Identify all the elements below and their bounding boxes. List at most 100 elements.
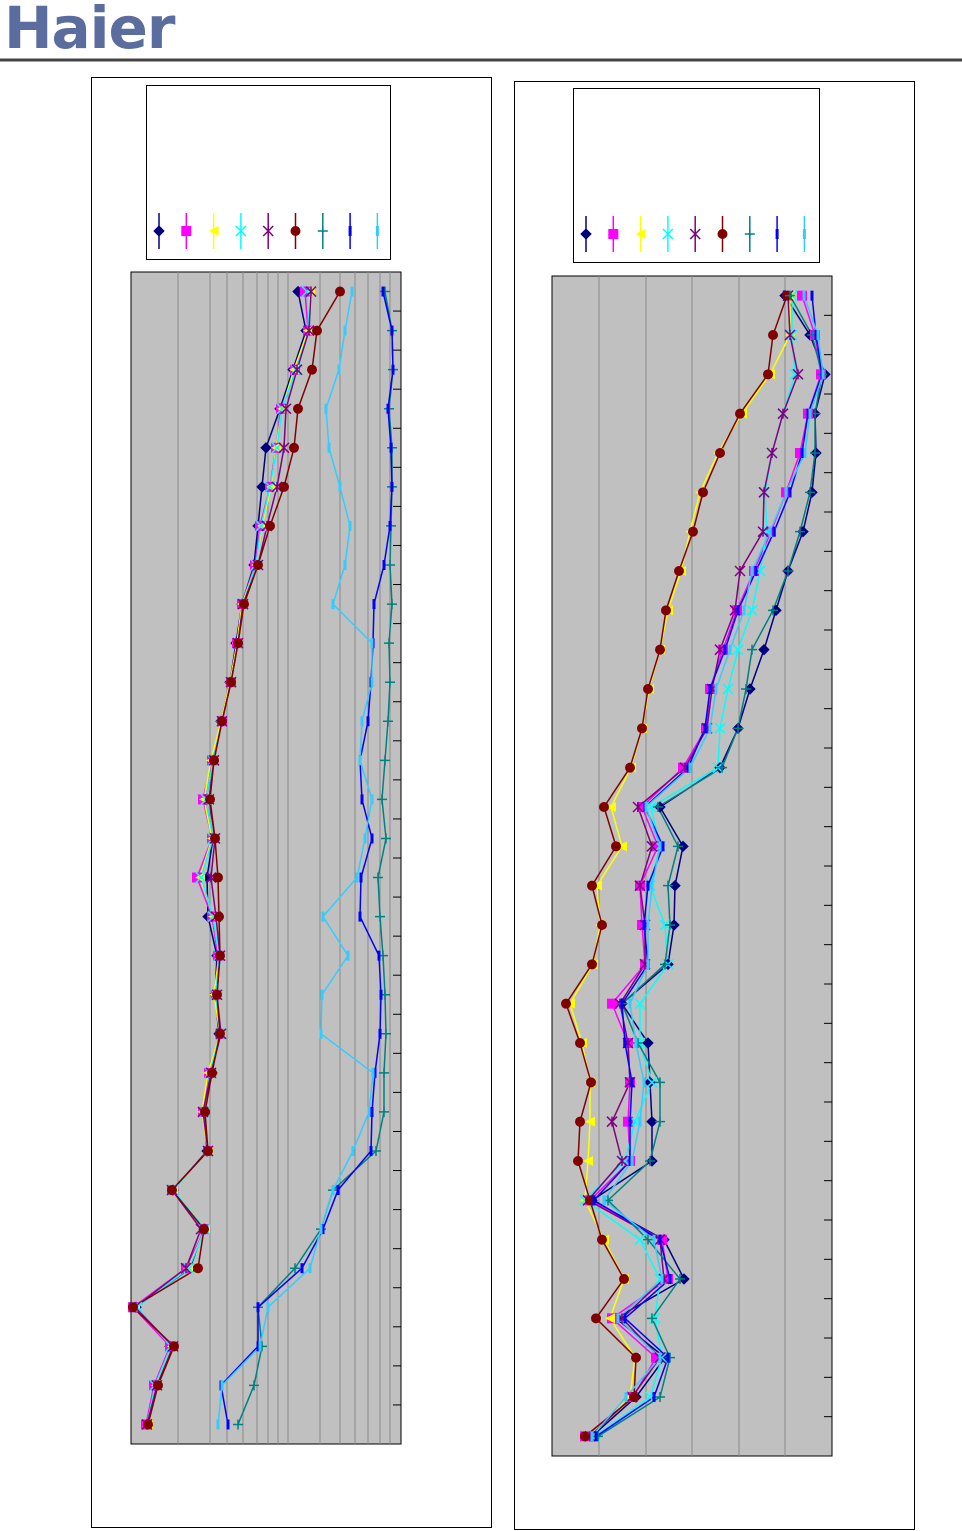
data-point-part bbox=[661, 605, 671, 616]
data-point bbox=[634, 998, 646, 1010]
data-point-part bbox=[590, 1431, 594, 1442]
data-point-part bbox=[363, 833, 367, 844]
data-point bbox=[371, 1146, 381, 1156]
data-point bbox=[390, 481, 394, 492]
data-point bbox=[629, 1392, 639, 1402]
data-point bbox=[619, 1274, 629, 1284]
data-point-part bbox=[643, 684, 653, 694]
data-point bbox=[715, 448, 725, 458]
legend-marker bbox=[717, 229, 728, 239]
data-point bbox=[348, 520, 352, 531]
data-point bbox=[382, 560, 386, 570]
data-point-part bbox=[346, 950, 350, 961]
data-point bbox=[741, 684, 751, 694]
data-point bbox=[249, 1380, 259, 1391]
data-point-part bbox=[337, 364, 341, 375]
data-point bbox=[381, 286, 385, 297]
data-point-part bbox=[646, 880, 650, 891]
data-point bbox=[714, 684, 718, 694]
data-point-part bbox=[749, 566, 759, 576]
legend-marker-part bbox=[235, 225, 247, 237]
data-point bbox=[575, 1038, 585, 1048]
legend-marker-part bbox=[689, 228, 701, 240]
data-point-part bbox=[386, 403, 390, 414]
data-point bbox=[768, 330, 778, 340]
data-point-part bbox=[343, 325, 347, 336]
legend-marker bbox=[153, 225, 165, 237]
data-point bbox=[355, 872, 359, 883]
data-point-part bbox=[373, 1067, 377, 1078]
data-point bbox=[607, 998, 617, 1009]
data-point bbox=[203, 1146, 213, 1156]
data-point bbox=[370, 677, 374, 688]
data-point bbox=[210, 833, 220, 844]
data-point bbox=[370, 833, 374, 844]
data-point-part bbox=[331, 599, 335, 610]
legend-marker bbox=[744, 229, 755, 239]
data-point-part bbox=[291, 364, 303, 376]
data-point-part bbox=[708, 684, 712, 694]
data-point bbox=[216, 1419, 220, 1430]
legend-marker-part bbox=[262, 225, 274, 237]
data-point-part bbox=[575, 1116, 585, 1127]
data-point bbox=[678, 762, 688, 773]
data-point bbox=[256, 1302, 260, 1313]
data-point-part bbox=[383, 716, 393, 727]
panel bbox=[514, 81, 915, 1530]
data-point-part bbox=[655, 1077, 665, 1088]
data-point bbox=[383, 716, 393, 727]
data-point bbox=[784, 487, 788, 498]
data-point-part bbox=[256, 1302, 260, 1313]
data-point bbox=[632, 801, 644, 813]
data-point bbox=[643, 684, 653, 694]
data-point bbox=[717, 762, 727, 773]
data-point-part bbox=[233, 638, 243, 649]
data-point bbox=[688, 762, 692, 773]
data-point bbox=[379, 1106, 389, 1117]
data-point bbox=[592, 1195, 596, 1206]
data-point bbox=[625, 762, 635, 773]
data-point bbox=[580, 1431, 590, 1442]
data-point-part bbox=[816, 330, 820, 340]
data-point-part bbox=[369, 1146, 373, 1156]
data-point-part bbox=[215, 950, 225, 961]
data-point-part bbox=[638, 1116, 642, 1127]
data-point-part bbox=[786, 329, 798, 341]
data-point-part bbox=[375, 911, 385, 922]
data-point-part bbox=[623, 1116, 633, 1127]
data-point-part bbox=[561, 998, 571, 1009]
data-point bbox=[728, 644, 732, 655]
data-point-part bbox=[335, 286, 345, 297]
data-point-part bbox=[784, 329, 796, 341]
data-point bbox=[651, 1352, 661, 1363]
data-point bbox=[167, 1185, 177, 1196]
data-point-part bbox=[358, 755, 362, 766]
data-point-part bbox=[637, 920, 647, 930]
data-point bbox=[675, 1274, 685, 1284]
data-point-part bbox=[371, 1146, 381, 1156]
data-point-part bbox=[810, 408, 820, 419]
data-point-part bbox=[606, 1116, 618, 1128]
data-point bbox=[390, 325, 394, 336]
data-point-part bbox=[650, 880, 654, 891]
data-point-part bbox=[377, 950, 381, 961]
data-point-part bbox=[634, 880, 646, 892]
data-point-part bbox=[637, 802, 647, 812]
data-point-part bbox=[623, 1313, 627, 1324]
data-point bbox=[732, 644, 744, 656]
data-point bbox=[128, 1302, 138, 1313]
series-line bbox=[565, 295, 788, 1437]
data-point bbox=[638, 1116, 642, 1127]
data-point bbox=[810, 290, 814, 301]
legend-marker bbox=[208, 226, 219, 236]
data-point bbox=[734, 565, 746, 577]
data-point-part bbox=[735, 408, 745, 419]
data-point bbox=[611, 841, 621, 852]
data-point-part bbox=[370, 794, 374, 805]
data-point bbox=[321, 1224, 325, 1235]
data-point-part bbox=[808, 408, 812, 419]
data-point-part bbox=[646, 840, 658, 852]
data-point bbox=[239, 599, 249, 610]
legend-marker bbox=[689, 228, 701, 240]
data-point bbox=[217, 716, 227, 727]
